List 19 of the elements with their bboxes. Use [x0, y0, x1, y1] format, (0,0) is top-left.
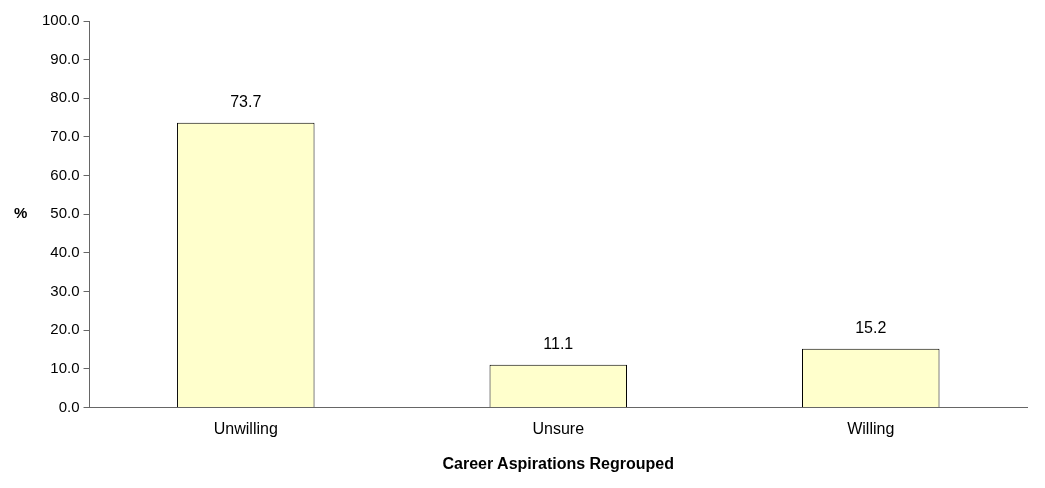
y-axis-title: % [14, 204, 28, 222]
y-tick-label: 20.0 [50, 320, 80, 338]
y-tick-label: 0.0 [58, 397, 80, 415]
y-tick-label: 40.0 [50, 243, 80, 261]
data-label: 15.2 [855, 319, 887, 337]
data-label: 73.7 [230, 93, 262, 111]
y-tick-label: 70.0 [50, 127, 80, 145]
y-tick-label: 90.0 [50, 49, 80, 67]
data-label: 11.1 [543, 335, 574, 353]
x-tick-label: Willing [847, 419, 895, 437]
x-axis-title: Career Aspirations Regrouped [442, 454, 674, 472]
x-tick-label: Unsure [532, 419, 585, 437]
y-tick-label: 50.0 [50, 204, 80, 222]
y-tick-label: 80.0 [50, 88, 80, 106]
y-tick-label: 10.0 [50, 359, 80, 377]
x-tick-label: Unwilling [213, 419, 278, 437]
y-tick-label: 100.0 [41, 11, 80, 29]
y-tick-label: 30.0 [50, 281, 80, 299]
y-tick-label: 60.0 [50, 165, 80, 183]
